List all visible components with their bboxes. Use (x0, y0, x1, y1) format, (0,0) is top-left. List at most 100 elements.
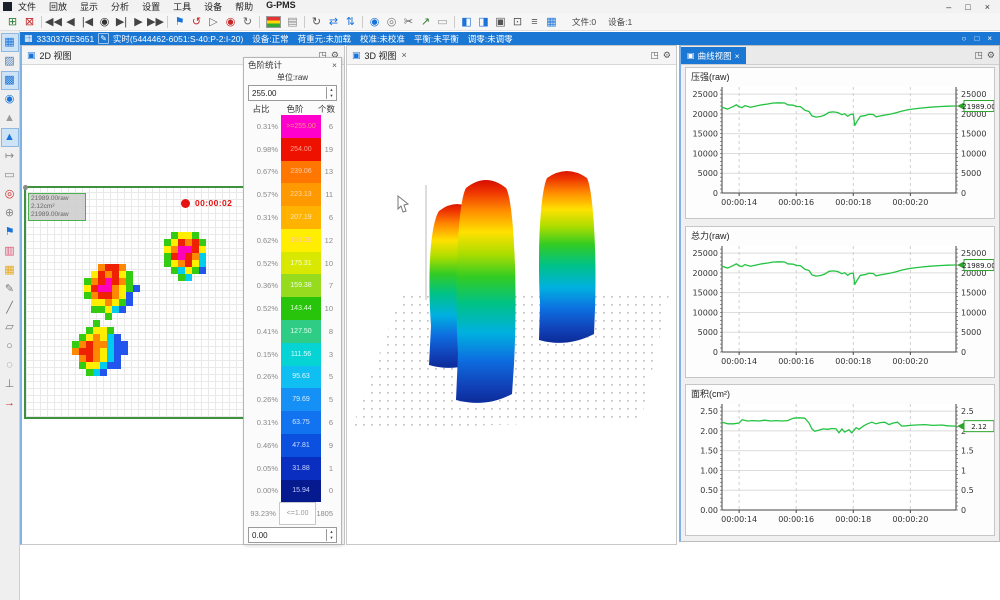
monitor-icon[interactable]: ⊡ (509, 14, 526, 30)
add-window-icon[interactable]: ⊞ (4, 14, 21, 30)
target-gray-icon[interactable]: ◎ (383, 14, 400, 30)
layout-right-icon[interactable]: ◨ (475, 14, 492, 30)
statusbar-maximize-icon[interactable]: □ (974, 34, 979, 43)
record-stop-icon[interactable]: ◉ (96, 14, 113, 30)
avg-box-icon[interactable]: ▭ (1, 166, 19, 185)
stamp-icon[interactable]: ⊕ (1, 204, 19, 223)
settings-gear-icon[interactable]: ⚙ (987, 50, 995, 61)
clipboard-icon[interactable]: ▤ (284, 14, 301, 30)
video-replay-icon[interactable]: ↻ (239, 14, 256, 30)
expand-icon[interactable]: ◳ (974, 50, 983, 61)
color-scale-row[interactable]: 0.41%127.508 (246, 320, 339, 343)
probe-pin-icon[interactable]: ⚑ (1, 223, 19, 242)
minimize-button[interactable]: – (946, 2, 951, 12)
palette-grid-icon[interactable]: ▦ (1, 261, 19, 280)
layout-window-icon[interactable]: ▣ (492, 14, 509, 30)
color-scale-row[interactable]: 0.26%95.635 (246, 366, 339, 389)
color-scale-close-icon[interactable]: × (332, 60, 337, 70)
step-backward-icon[interactable]: ◀ (62, 14, 79, 30)
edit-icon[interactable]: ✎ (98, 33, 109, 44)
menu-settings[interactable]: 设置 (142, 0, 160, 13)
list-icon[interactable]: ≡ (526, 14, 543, 30)
peak-gray-icon[interactable]: ▲ (1, 109, 19, 128)
scissors-icon[interactable]: ✂ (400, 14, 417, 30)
3d-surface-plot[interactable] (347, 64, 676, 544)
fast-backward-icon[interactable]: ◀◀ (45, 14, 62, 30)
record-target-icon[interactable]: ◎ (1, 185, 19, 204)
color-scale-row[interactable]: 0.67%239.0613 (246, 161, 339, 184)
grid-layout-icon[interactable]: ▦ (543, 14, 560, 30)
peak-blue-icon[interactable]: ▲ (1, 128, 19, 147)
pressure-chart-plot[interactable]: 0050005000100001000015000150002000020000… (686, 81, 994, 217)
color-scale-row[interactable]: 0.15%111.563 (246, 343, 339, 366)
settings-gear-icon[interactable]: ⚙ (663, 50, 671, 61)
swap-vertical-icon[interactable]: ⇅ (342, 14, 359, 30)
expand-icon[interactable]: ◳ (650, 50, 659, 61)
circle-select-icon[interactable]: ○ (1, 337, 19, 356)
ellipse-select-icon[interactable]: ◌ (1, 356, 19, 375)
color-scale-row[interactable]: 0.31%>=255.006 (246, 115, 339, 138)
step-forward-icon[interactable]: ▶ (130, 14, 147, 30)
contour-icon[interactable]: ◉ (1, 90, 19, 109)
pin-icon[interactable]: ⚑ (171, 14, 188, 30)
fast-forward-icon[interactable]: ▶▶ (147, 14, 164, 30)
loop-icon[interactable]: ↺ (188, 14, 205, 30)
menu-analysis[interactable]: 分析 (111, 0, 129, 13)
split-view-icon[interactable]: ▨ (1, 52, 19, 71)
color-scale-row[interactable]: 93.23%<=1.001805 (246, 502, 339, 525)
color-scale-row[interactable]: 0.98%254.0019 (246, 138, 339, 161)
statusbar-restore-icon[interactable]: ○ (962, 34, 967, 43)
menu-playback[interactable]: 回放 (49, 0, 67, 13)
close-window-icon[interactable]: ⊠ (21, 14, 38, 30)
video-play-icon[interactable]: ▷ (205, 14, 222, 30)
color-scale-row[interactable]: 0.31%207.196 (246, 206, 339, 229)
polygon-icon[interactable]: ▱ (1, 318, 19, 337)
2d-view-icon[interactable]: ▦ (1, 33, 19, 52)
min-level-input[interactable]: 0.00 ▲▼ (248, 527, 337, 543)
ruler-icon[interactable]: ⊥ (1, 375, 19, 394)
max-level-input[interactable]: 255.00 ▲▼ (248, 85, 337, 101)
menu-device[interactable]: 设备 (204, 0, 222, 13)
go-first-icon[interactable]: |◀ (79, 14, 96, 30)
area-chart-plot[interactable]: 0.0000.500.51.0011.501.52.0022.502.500:0… (686, 398, 994, 534)
export-region-icon[interactable]: → (1, 394, 19, 413)
menu-tools[interactable]: 工具 (173, 0, 191, 13)
polyline-icon[interactable]: ╱ (1, 299, 19, 318)
color-scale-row[interactable]: 0.36%159.387 (246, 274, 339, 297)
color-scale-row[interactable]: 0.31%63.756 (246, 411, 339, 434)
pressure-map-region[interactable]: 21989.00raw 2.12cm² 21989.00raw 00:00:02 (24, 186, 253, 419)
frame-icon[interactable]: ▭ (434, 14, 451, 30)
gradient-icon[interactable]: ▥ (1, 242, 19, 261)
layout-left-icon[interactable]: ◧ (458, 14, 475, 30)
pencil-icon[interactable]: ✎ (1, 280, 19, 299)
color-scale-row[interactable]: 0.62%191.2512 (246, 229, 339, 252)
color-scale-row[interactable]: 0.26%79.695 (246, 388, 339, 411)
color-scale-row[interactable]: 0.46%47.819 (246, 434, 339, 457)
tab-curve-view[interactable]: ▣ 曲线视图 × (681, 47, 746, 64)
video-record-icon[interactable]: ◉ (222, 14, 239, 30)
spinner-icon[interactable]: ▲▼ (326, 529, 336, 541)
avg-arrow-icon[interactable]: ↦ (1, 147, 19, 166)
menu-help[interactable]: 帮助 (235, 0, 253, 13)
swap-horizontal-icon[interactable]: ⇄ (325, 14, 342, 30)
go-last-icon[interactable]: ▶| (113, 14, 130, 30)
color-scale-row[interactable]: 0.05%31.881 (246, 457, 339, 480)
target-blue-icon[interactable]: ◉ (366, 14, 383, 30)
maximize-button[interactable]: □ (965, 2, 970, 12)
spinner-icon[interactable]: ▲▼ (326, 87, 336, 99)
color-scale-row[interactable]: 0.52%143.4410 (246, 297, 339, 320)
total-force-chart-plot[interactable]: 0050005000100001000015000150002000020000… (686, 240, 994, 376)
curve-tab-close-icon[interactable]: × (735, 51, 740, 61)
color-scale-row[interactable]: 0.00%15.940 (246, 480, 339, 503)
panel-3d-close-icon[interactable]: × (402, 50, 407, 60)
menu-file[interactable]: 文件 (18, 0, 36, 13)
3d-view-icon[interactable]: ▩ (1, 71, 19, 90)
colorbar-icon[interactable] (266, 16, 281, 28)
menu-display[interactable]: 显示 (80, 0, 98, 13)
color-scale-row[interactable]: 0.52%175.3110 (246, 252, 339, 275)
refresh-icon[interactable]: ↻ (308, 14, 325, 30)
export-icon[interactable]: ↗ (417, 14, 434, 30)
color-scale-row[interactable]: 0.57%223.1311 (246, 183, 339, 206)
close-button[interactable]: × (985, 2, 990, 12)
menu-gpms[interactable]: G-PMS (266, 0, 296, 13)
